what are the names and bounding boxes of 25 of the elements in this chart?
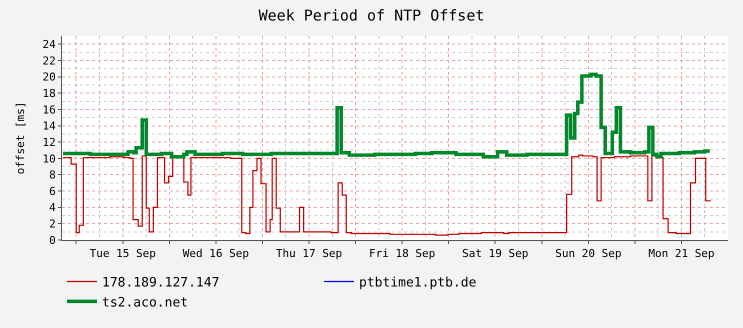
chart-title: Week Period of NTP Offset bbox=[258, 6, 484, 24]
x-tick-label: Mon 21 Sep bbox=[648, 247, 715, 260]
y-tick-label: 12 bbox=[42, 136, 56, 149]
y-tick-label: 2 bbox=[49, 218, 56, 231]
x-tick-label: Thu 17 Sep bbox=[276, 247, 342, 260]
y-tick-label: 6 bbox=[49, 184, 56, 198]
y-axis-title: offset [ms] bbox=[14, 102, 28, 174]
y-tick-label: 24 bbox=[42, 38, 56, 52]
x-tick-label: Sun 20 Sep bbox=[555, 247, 622, 260]
y-tick-label: 14 bbox=[42, 120, 56, 133]
y-tick-label: 16 bbox=[42, 103, 56, 116]
y-tick-label: 18 bbox=[42, 86, 56, 100]
x-tick-label: Sat 19 Sep bbox=[462, 247, 528, 260]
y-tick-label: 20 bbox=[42, 70, 56, 84]
y-tick-label: 22 bbox=[42, 54, 56, 68]
y-tick-label: 10 bbox=[42, 152, 56, 166]
x-tick-label: Wed 16 Sep bbox=[182, 247, 250, 260]
y-tick-label: 8 bbox=[49, 168, 56, 182]
legend-label: ptbtime1.ptb.de bbox=[359, 276, 477, 291]
y-tick-label: 4 bbox=[49, 201, 56, 214]
y-tick-label: 0 bbox=[49, 234, 56, 247]
legend-label: ts2.aco.net bbox=[102, 295, 188, 310]
x-tick-label: Fri 18 Sep bbox=[368, 247, 436, 260]
x-tick-label: Tue 15 Sep bbox=[90, 247, 156, 260]
legend-label: 178.189.127.147 bbox=[102, 276, 220, 291]
